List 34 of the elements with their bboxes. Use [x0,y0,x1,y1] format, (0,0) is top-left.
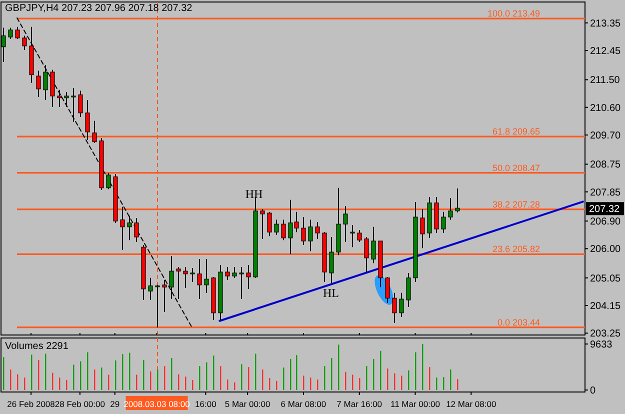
y-tick-label: 207.85 [590,187,622,198]
x-tick-label: 11 Mar 00:00 [390,399,440,409]
y-tick-label: 211.50 [590,75,620,86]
ref-line-label: 100.0 213.49 [487,8,540,19]
y-tick-label: 9633 [590,340,613,350]
annotation: HL [323,286,339,300]
y-tick-label: 204.15 [590,301,622,312]
ref-line-label: 0.0 203.44 [497,317,540,328]
x-tick-label: 16:00 [195,399,217,409]
x-tick-label: 5 Mar 00:00 [224,399,271,409]
chart-title: GBPJPY,H4 207.23 207.96 207.18 207.32 [5,3,193,14]
x-tick-label: 29 [110,399,120,409]
ref-line-label: 23.6 205.82 [492,244,540,254]
x-tick-label: 26 Feb 2008 [7,399,56,409]
ref-line-label: 61.8 209.65 [492,126,540,137]
y-tick-label: 206.90 [590,216,622,228]
ref-line-label: 38.2 207.28 [492,199,540,210]
y-tick-label: 205.05 [590,273,622,284]
chart-title: Volumes 2291 [5,341,69,352]
x-tick-label: 7 Mar 16:00 [336,399,382,409]
x-tick-label: 6 Mar 08:00 [280,399,326,409]
y-tick-label: 203.25 [590,328,622,340]
y-tick-label: 208.75 [590,160,622,171]
ref-line-label: 50.0 208.47 [492,162,540,173]
y-tick-label: 212.45 [590,46,622,58]
y-tick-label: 209.70 [590,130,622,142]
y-tick-label: 213.35 [590,18,622,30]
x-tick-label: 12 Mar 08:00 [446,399,496,409]
annotation: 207.32 [589,204,620,216]
y-tick-label: 0 [590,386,596,396]
y-tick-label: 210.60 [590,102,622,114]
y-tick-label: 206.00 [590,244,622,256]
annotation: HH [245,187,263,201]
x-tick-label: 28 Feb 00:00 [54,399,106,409]
